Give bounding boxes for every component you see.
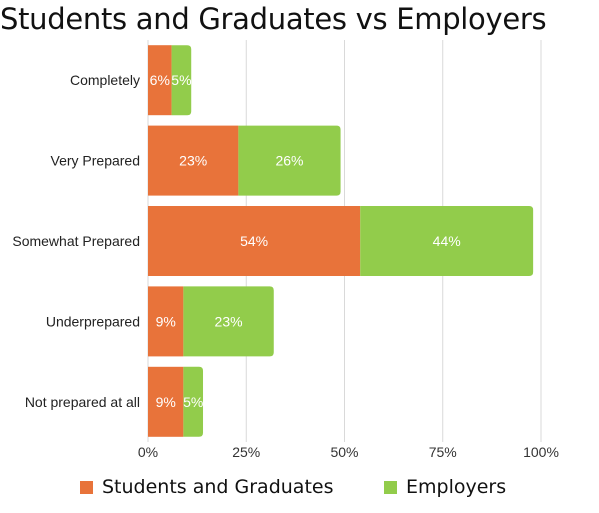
data-label: 5% [171, 72, 191, 88]
bar-segment[interactable] [148, 45, 172, 116]
x-tick-label: 0% [138, 444, 158, 460]
bar-segment[interactable] [148, 125, 239, 196]
data-label: 23% [215, 313, 243, 329]
bar-segment[interactable] [360, 206, 534, 276]
legend-swatch-employers [384, 480, 397, 494]
data-label: 54% [240, 233, 268, 249]
data-label: 23% [179, 153, 207, 169]
chart-title: Students and Graduates vs Employers [0, 2, 547, 36]
data-label: 9% [156, 313, 176, 329]
data-label: 6% [150, 72, 170, 88]
bar-segment[interactable] [238, 125, 341, 196]
bar-chart: 6% 5%23% 26%54% 44%9% 23%9% 5% CompletelyVery… [12, 40, 559, 460]
data-label: 26% [275, 153, 303, 169]
legend-label-employers: Employers [406, 476, 507, 498]
x-tick-label: 100% [523, 444, 559, 460]
category-label: Very Prepared [51, 153, 141, 169]
bar-segment[interactable] [148, 366, 184, 437]
category-label: Somewhat Prepared [12, 233, 140, 249]
bar-segment[interactable] [171, 45, 192, 116]
category-label: Underprepared [46, 313, 140, 329]
x-tick-label: 25% [232, 444, 260, 460]
bar-segment[interactable] [148, 206, 361, 276]
legend-item-employers[interactable]: Employers [384, 476, 506, 498]
x-axis-ticks: 0% 25% 50% 75% 100% [138, 444, 559, 460]
data-label: 5% [183, 394, 203, 410]
x-tick-label: 75% [429, 444, 457, 460]
category-labels: Completely Very Prepared Somewhat Prepared… [12, 72, 140, 410]
bars: 6% 5%23% 26%54% 44%9% 23%9% 5% [148, 45, 534, 437]
bar-segment[interactable] [183, 366, 204, 437]
category-label: Completely [70, 72, 140, 88]
category-label: Not prepared at all [25, 394, 140, 410]
bar-segment[interactable] [183, 286, 274, 357]
bar-segment[interactable] [148, 286, 184, 357]
x-tick-label: 50% [330, 444, 358, 460]
legend-swatch-students [80, 480, 93, 494]
data-label: 44% [433, 233, 461, 249]
legend-label-students: Students and Graduates [102, 476, 334, 498]
legend-item-students[interactable]: Students and Graduates [80, 476, 333, 498]
data-label: 9% [156, 394, 176, 410]
legend: Students and Graduates Employers [0, 476, 599, 506]
